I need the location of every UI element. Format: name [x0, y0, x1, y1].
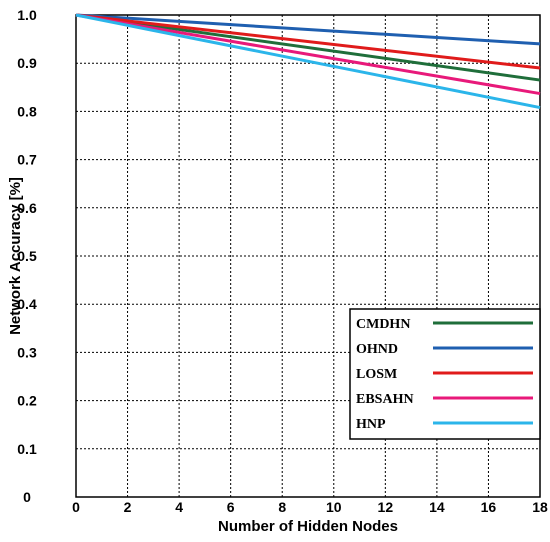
x-tick-label: 12 — [378, 499, 394, 515]
legend-label-ebsahn: EBSAHN — [356, 392, 414, 407]
series-line-hnp — [75, 13, 541, 110]
x-tick-labels: 0 2 4 6 8 10 12 14 16 18 — [72, 499, 548, 515]
x-tick-label: 8 — [278, 499, 286, 515]
y-tick-label: 0.4 — [17, 296, 37, 312]
legend: CMDHN OHND LOSM EBSAHN HNP — [349, 308, 541, 440]
x-tick-label: 16 — [481, 499, 497, 515]
x-tick-label: 6 — [227, 499, 235, 515]
x-axis-title: Number of Hidden Nodes — [218, 518, 398, 535]
y-tick-labels: 0 0.1 0.2 0.3 0.4 0.5 0.6 0.7 0.8 0.9 1.0 — [17, 7, 37, 505]
y-tick-label: 0.8 — [17, 103, 37, 119]
x-tick-label: 14 — [429, 499, 445, 515]
x-tick-label: 18 — [532, 499, 548, 515]
legend-label-hnp: HNP — [356, 417, 386, 432]
series-line-ebsahn — [75, 13, 541, 96]
x-tick-label: 10 — [326, 499, 342, 515]
series-line-ohnd — [75, 13, 541, 46]
y-tick-label: 0.9 — [17, 55, 37, 71]
series-lines — [75, 13, 541, 110]
y-axis-title: Network Accuracy [%] — [7, 177, 24, 335]
legend-label-cmdhn: CMDHN — [356, 317, 410, 332]
series-line-losm — [75, 13, 541, 70]
y-tick-label: 0.7 — [17, 152, 37, 168]
y-tick-label: 0.6 — [17, 200, 37, 216]
legend-label-ohnd: OHND — [356, 342, 398, 357]
x-tick-label: 0 — [72, 499, 80, 515]
y-tick-label: 0.1 — [17, 441, 37, 457]
y-tick-label: 0 — [23, 489, 31, 505]
x-tick-label: 2 — [124, 499, 132, 515]
x-tick-label: 4 — [175, 499, 183, 515]
y-tick-label: 0.5 — [17, 248, 37, 264]
y-tick-label: 1.0 — [17, 7, 37, 23]
y-tick-label: 0.3 — [17, 344, 37, 360]
series-line-cmdhn — [75, 13, 541, 82]
y-tick-label: 0.2 — [17, 393, 37, 409]
legend-label-losm: LOSM — [356, 367, 397, 382]
